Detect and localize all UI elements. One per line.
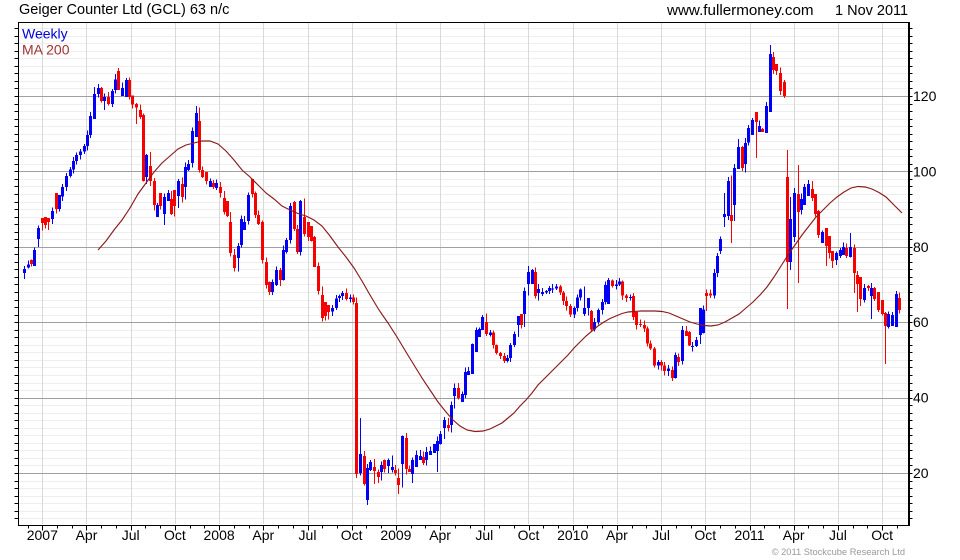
svg-text:Jul: Jul (652, 527, 670, 543)
svg-text:Jul: Jul (829, 527, 847, 543)
svg-text:© 2011 Stockcube Research Ltd: © 2011 Stockcube Research Ltd (772, 547, 905, 557)
svg-text:Jul: Jul (122, 527, 140, 543)
svg-text:Apr: Apr (783, 527, 805, 543)
svg-text:Weekly: Weekly (22, 26, 68, 42)
svg-text:Apr: Apr (252, 527, 274, 543)
svg-text:Geiger Counter Ltd (GCL) 63 n/: Geiger Counter Ltd (GCL) 63 n/c (19, 2, 229, 18)
svg-text:Oct: Oct (164, 527, 186, 543)
svg-text:2007: 2007 (27, 527, 58, 543)
svg-text:60: 60 (913, 314, 929, 330)
svg-text:Jul: Jul (299, 527, 317, 543)
svg-text:100: 100 (913, 163, 937, 179)
svg-text:40: 40 (913, 390, 929, 406)
svg-text:2010: 2010 (557, 527, 588, 543)
svg-text:2009: 2009 (380, 527, 411, 543)
svg-text:Apr: Apr (606, 527, 628, 543)
svg-text:120: 120 (913, 88, 937, 104)
svg-text:20: 20 (913, 465, 929, 481)
svg-text:MA 200: MA 200 (22, 42, 70, 58)
svg-text:Jul: Jul (475, 527, 493, 543)
svg-text:1 Nov 2011: 1 Nov 2011 (835, 3, 908, 19)
svg-text:Apr: Apr (429, 527, 451, 543)
svg-text:Oct: Oct (518, 527, 540, 543)
svg-text:www.fullermoney.com: www.fullermoney.com (666, 2, 814, 19)
svg-text:2011: 2011 (734, 527, 764, 543)
svg-text:80: 80 (913, 239, 929, 255)
svg-text:Oct: Oct (871, 527, 893, 543)
svg-text:Oct: Oct (341, 527, 363, 543)
svg-text:Oct: Oct (694, 527, 716, 543)
svg-text:Apr: Apr (76, 527, 98, 543)
svg-text:2008: 2008 (204, 527, 235, 543)
